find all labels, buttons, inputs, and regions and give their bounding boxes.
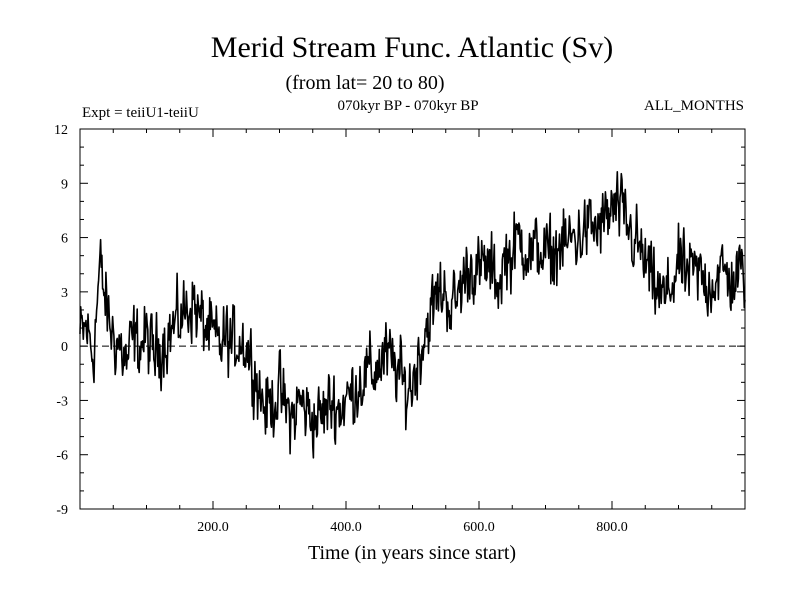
- tick-labels: 200.0 400.0 600.0 800.0 -9 -6 -3 0 3 6 9 12: [54, 123, 628, 535]
- y-tick-label: -9: [56, 503, 68, 518]
- months-label: ALL_MONTHS: [644, 98, 744, 114]
- experiment-label: Expt = teiiU1-teiiU: [82, 105, 199, 121]
- period-label: 070kyr BP - 070kyr BP: [337, 98, 478, 114]
- series-line: [79, 171, 746, 459]
- chart-title: Merid Stream Func. Atlantic (Sv): [211, 31, 613, 64]
- y-tick-label: 12: [54, 123, 68, 138]
- tick-marks: [80, 129, 745, 509]
- y-tick-label: 3: [61, 286, 68, 301]
- y-tick-label: 6: [61, 232, 68, 247]
- x-tick-label: 600.0: [463, 520, 495, 535]
- y-tick-label: -6: [56, 449, 68, 464]
- y-tick-label: -3: [56, 394, 68, 409]
- x-axis-title: Time (in years since start): [308, 542, 516, 564]
- x-tick-label: 800.0: [596, 520, 628, 535]
- y-tick-label: 0: [61, 340, 68, 355]
- y-tick-label: 9: [61, 177, 68, 192]
- chart-subtitle: (from lat= 20 to 80): [285, 72, 444, 94]
- x-tick-label: 200.0: [197, 520, 229, 535]
- x-tick-label: 400.0: [330, 520, 362, 535]
- plot-frame: [79, 128, 746, 510]
- plot-area: 200.0 400.0 600.0 800.0 -9 -6 -3 0 3 6 9 12: [54, 123, 746, 535]
